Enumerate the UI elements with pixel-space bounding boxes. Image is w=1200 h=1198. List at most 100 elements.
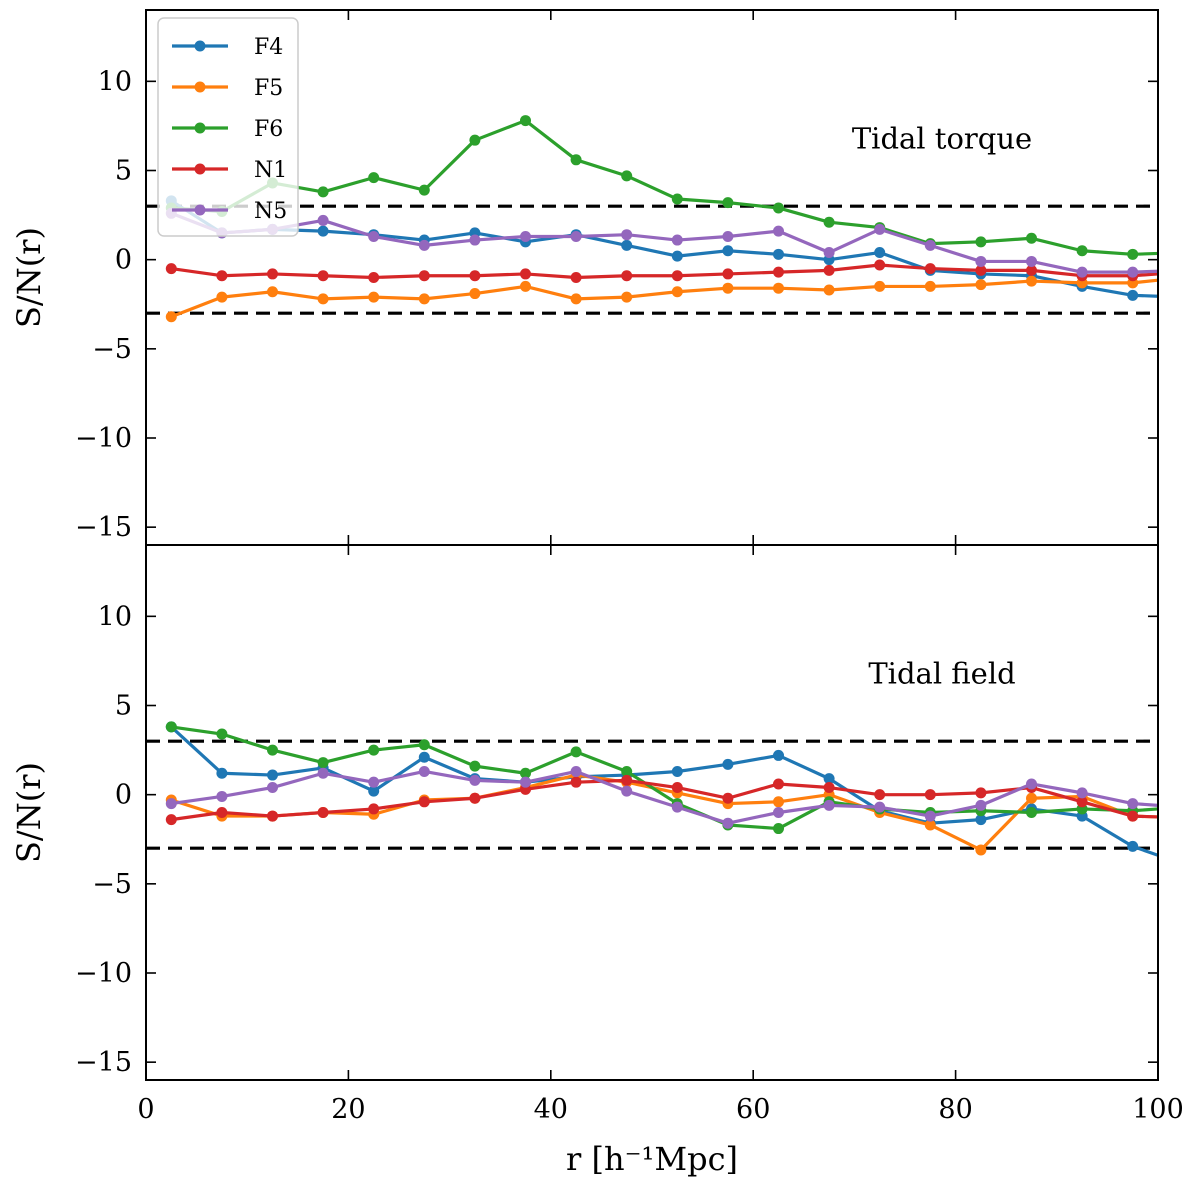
- data-point-f6: [773, 823, 784, 835]
- legend-marker-f4: [194, 40, 206, 52]
- data-point-f5: [520, 280, 531, 292]
- legend-label-n1: N1: [254, 158, 287, 183]
- data-point-n1: [823, 782, 835, 794]
- data-point-f6: [1076, 245, 1088, 257]
- data-point-n5: [520, 230, 531, 242]
- data-point-f4: [671, 765, 683, 777]
- data-point-f5: [773, 796, 784, 808]
- data-point-f5: [671, 286, 683, 298]
- y-tick-label: 0: [115, 780, 132, 811]
- panel-label: Tidal field: [868, 656, 1015, 690]
- data-point-f5: [975, 844, 987, 856]
- data-point-n1: [671, 270, 683, 282]
- data-point-n5: [621, 785, 633, 797]
- data-point-f5: [216, 291, 228, 303]
- data-point-f4: [671, 250, 683, 262]
- data-point-f5: [823, 284, 835, 296]
- data-point-f5: [165, 311, 177, 323]
- data-point-n5: [1026, 255, 1037, 267]
- data-point-f4: [621, 239, 633, 251]
- data-point-f6: [520, 115, 531, 127]
- data-point-n5: [722, 230, 734, 242]
- data-point-f6: [722, 197, 734, 209]
- data-point-f6: [570, 154, 582, 166]
- data-point-n1: [621, 270, 633, 282]
- data-point-n1: [368, 272, 380, 283]
- data-point-f6: [469, 760, 481, 772]
- data-point-f6: [1127, 248, 1139, 260]
- data-point-f6: [216, 728, 228, 740]
- legend-marker-f6: [194, 122, 206, 134]
- data-point-f5: [418, 293, 430, 305]
- data-point-n5: [570, 765, 582, 777]
- data-point-n1: [165, 814, 177, 826]
- data-point-n1: [570, 776, 582, 788]
- x-axis-label: r [h⁻¹Mpc]: [566, 1140, 738, 1178]
- legend-marker-n1: [194, 163, 206, 175]
- y-axis-label: S/N(r): [10, 762, 48, 863]
- data-point-n1: [267, 268, 278, 280]
- data-point-f5: [570, 293, 582, 305]
- data-point-n1: [368, 803, 380, 815]
- y-tick-label: −5: [92, 334, 132, 365]
- y-tick-label: −15: [75, 512, 132, 543]
- data-point-f4: [418, 751, 430, 763]
- data-point-n5: [368, 776, 380, 788]
- data-point-n1: [823, 264, 835, 276]
- data-point-n1: [924, 789, 936, 801]
- data-point-f6: [520, 767, 531, 779]
- legend-label-f5: F5: [254, 76, 283, 101]
- data-point-n1: [216, 807, 228, 818]
- data-point-f6: [317, 757, 329, 769]
- data-point-n1: [621, 774, 633, 786]
- data-point-n5: [520, 776, 531, 788]
- legend: F4 F5 F6 N1 N5: [157, 17, 299, 237]
- data-point-f5: [975, 279, 987, 291]
- plot-frame: [145, 544, 1159, 1081]
- data-point-f6: [621, 765, 633, 777]
- data-point-f6: [165, 721, 177, 733]
- data-point-n1: [773, 778, 784, 790]
- data-point-n5: [773, 225, 784, 237]
- x-tick-label: 60: [736, 1094, 770, 1125]
- data-point-n1: [722, 268, 734, 280]
- data-point-f4: [722, 245, 734, 257]
- y-tick-label: −5: [92, 869, 132, 900]
- data-point-n5: [1076, 787, 1088, 799]
- data-point-n5: [216, 790, 228, 802]
- data-point-f4: [317, 225, 329, 237]
- data-point-f4: [216, 767, 228, 779]
- data-point-f4: [722, 758, 734, 770]
- x-tick-label: 80: [938, 1094, 972, 1125]
- data-point-n5: [671, 801, 683, 813]
- y-tick-label: 0: [115, 245, 132, 276]
- data-point-f5: [924, 280, 936, 292]
- x-tick-label: 100: [1132, 1094, 1184, 1125]
- data-point-n5: [368, 230, 380, 242]
- data-point-n1: [317, 807, 329, 818]
- data-point-n5: [874, 223, 886, 235]
- data-point-f5: [1026, 275, 1037, 287]
- data-point-f5: [469, 288, 481, 300]
- data-point-n5: [165, 798, 177, 810]
- data-point-f4: [1127, 289, 1139, 301]
- y-tick-label: 10: [98, 601, 132, 632]
- data-point-n1: [1026, 264, 1037, 276]
- data-point-f6: [418, 184, 430, 196]
- data-point-f5: [317, 293, 329, 305]
- x-axis-label-group: r [h⁻¹Mpc]: [566, 1140, 738, 1178]
- data-point-f6: [267, 744, 278, 756]
- data-point-n5: [1076, 266, 1088, 278]
- y-tick-label: −10: [75, 958, 132, 989]
- data-point-f6: [773, 202, 784, 214]
- data-point-n5: [823, 247, 835, 259]
- y-tick-label: −10: [75, 423, 132, 454]
- data-point-f4: [823, 773, 835, 785]
- data-point-n1: [924, 263, 936, 275]
- data-point-n1: [418, 796, 430, 808]
- data-point-f6: [317, 186, 329, 198]
- data-point-f6: [975, 236, 987, 248]
- plot-area: [165, 721, 1158, 857]
- y-tick-label: −15: [75, 1047, 132, 1078]
- x-tick-label: 20: [331, 1094, 365, 1125]
